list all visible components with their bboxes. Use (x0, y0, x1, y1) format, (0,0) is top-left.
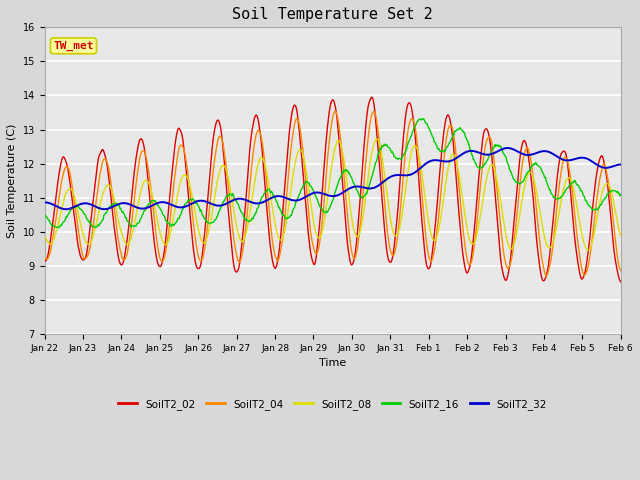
Y-axis label: Soil Temperature (C): Soil Temperature (C) (7, 123, 17, 238)
Title: Soil Temperature Set 2: Soil Temperature Set 2 (232, 7, 433, 22)
Legend: SoilT2_02, SoilT2_04, SoilT2_08, SoilT2_16, SoilT2_32: SoilT2_02, SoilT2_04, SoilT2_08, SoilT2_… (114, 395, 551, 414)
X-axis label: Time: Time (319, 359, 346, 368)
Text: TW_met: TW_met (53, 41, 93, 51)
